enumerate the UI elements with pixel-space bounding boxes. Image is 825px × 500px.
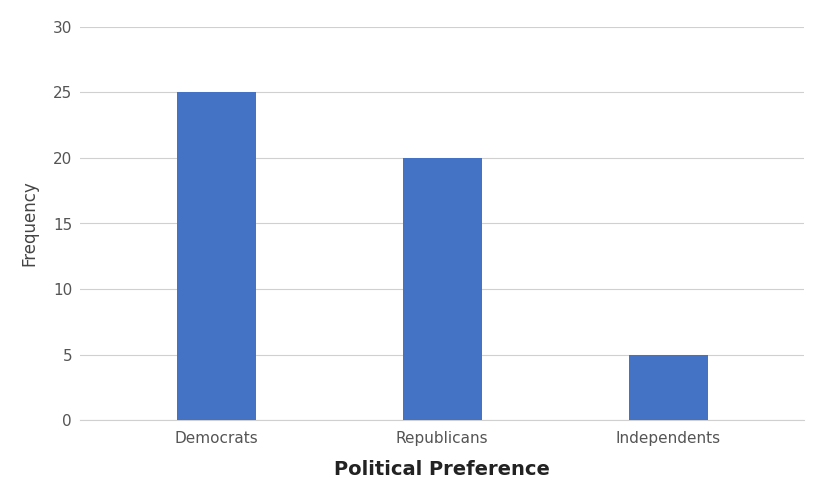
Y-axis label: Frequency: Frequency	[21, 180, 39, 266]
Bar	[177, 92, 256, 420]
Bar	[403, 158, 482, 420]
X-axis label: Political Preference: Political Preference	[334, 460, 550, 479]
Bar	[629, 354, 708, 420]
